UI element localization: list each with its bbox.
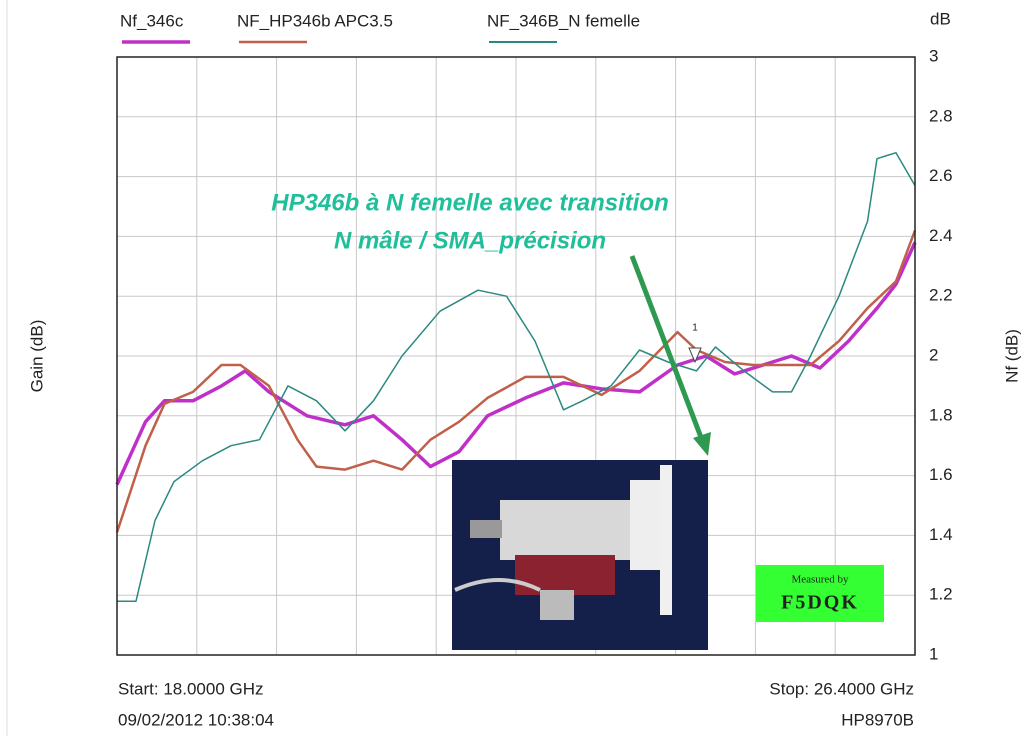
y-tick-label: 1.2 — [929, 585, 953, 604]
marker-label: 1 — [692, 323, 698, 334]
photo-part — [630, 480, 660, 570]
photo-part — [500, 500, 630, 560]
legend-label: NF_HP346b APC3.5 — [237, 11, 393, 30]
legend-label: NF_346B_N femelle — [487, 11, 640, 30]
stamp-box — [756, 565, 884, 622]
timestamp: 09/02/2012 10:38:04 — [118, 710, 274, 729]
y-tick-label: 1.4 — [929, 525, 953, 544]
y-tick-label: 2 — [929, 345, 938, 364]
stamp-text: Measured by — [791, 574, 849, 586]
y-unit: dB — [930, 9, 951, 28]
series-line — [115, 241, 917, 486]
annotation-line: HP346b à N femelle avec transition — [271, 189, 669, 216]
photo-part — [515, 555, 615, 595]
series-line — [115, 229, 917, 533]
y-tick-label: 1 — [929, 644, 938, 663]
y-axis-label-left: Gain (dB) — [27, 320, 46, 393]
lines — [115, 151, 917, 602]
plot-frame — [116, 56, 916, 656]
photo-part — [540, 590, 574, 620]
y-tick-label: 2.2 — [929, 286, 953, 305]
annotation-arrow — [629, 255, 705, 441]
legend-label: Nf_346c — [120, 11, 184, 30]
series-line — [117, 151, 916, 602]
instrument: HP8970B — [841, 710, 914, 729]
annotation-line: N mâle / SMA_précision — [334, 227, 606, 254]
arrow-head — [693, 432, 711, 456]
stamp-text: F5DQK — [781, 592, 859, 614]
photo-part — [660, 465, 672, 615]
y-tick-label: 2.6 — [929, 166, 953, 185]
start-label: Start: 18.0000 GHz — [118, 679, 264, 698]
marker — [688, 347, 702, 364]
stop-label: Stop: 26.4000 GHz — [769, 679, 914, 698]
y-tick-label: 3 — [929, 46, 938, 65]
y-tick-label: 2.8 — [929, 106, 953, 125]
photo-cable — [454, 578, 541, 592]
photo-part — [470, 520, 502, 538]
y-axis-label-right: Nf (dB) — [1002, 329, 1021, 383]
y-tick-label: 1.8 — [929, 405, 953, 424]
y-tick-label: 2.4 — [929, 226, 953, 245]
photo — [452, 460, 708, 650]
legend: Nf_346c NF_HP346b APC3.5 NF_346B_N femelle — [120, 11, 640, 44]
y-tick-label: 1.6 — [929, 465, 953, 484]
